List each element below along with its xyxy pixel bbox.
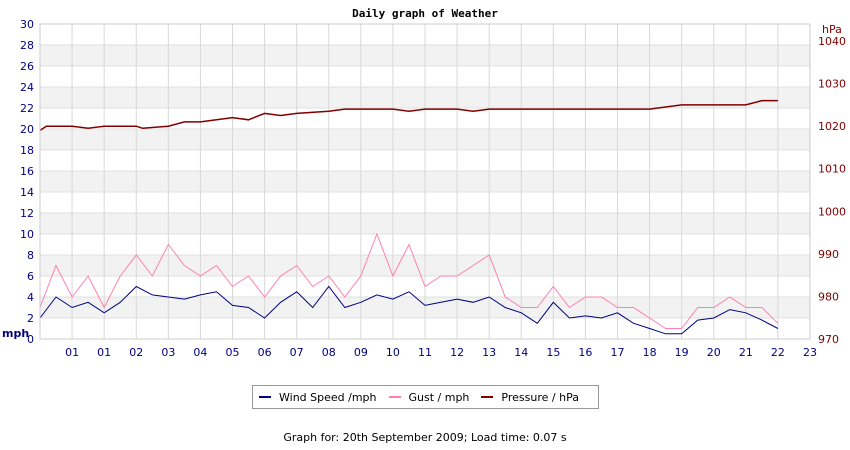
left-tick-label: 22	[20, 102, 34, 115]
legend-swatch-wind-speed	[259, 396, 271, 398]
right-tick-label: 980	[818, 290, 839, 303]
x-tick-label: 21	[739, 346, 753, 359]
series-line-gust	[39, 232, 779, 329]
footer-text: Graph for: 20th September 2009; Load tim…	[283, 431, 567, 444]
series-layer	[39, 99, 779, 335]
x-tick-label: 17	[611, 346, 625, 359]
left-tick-label: 0	[27, 333, 34, 346]
right-tick-label: 1010	[818, 163, 846, 176]
left-tick-label: 6	[27, 270, 34, 283]
right-tick-label: 1030	[818, 78, 846, 91]
legend-swatch-pressure	[481, 396, 494, 398]
left-tick-label: 12	[20, 207, 34, 220]
right-axis-ticks: 970 980 990 1000 1010 1020 1030 1040	[818, 35, 846, 346]
x-tick-label: 08	[322, 346, 336, 359]
series-line-wind-speed	[39, 285, 779, 335]
left-tick-label: 14	[20, 186, 34, 199]
right-tick-label: 1000	[818, 205, 846, 218]
x-tick-label: 15	[546, 346, 560, 359]
legend-label-wind-speed: Wind Speed /mph	[279, 390, 377, 404]
x-tick-label: 16	[578, 346, 592, 359]
legend-item-wind-speed: Wind Speed /mph	[259, 391, 377, 404]
x-tick-label: 05	[226, 346, 240, 359]
left-tick-label: 10	[20, 228, 34, 241]
plot-border	[39, 23, 811, 340]
x-tick-label: 09	[354, 346, 368, 359]
x-tick-label: 14	[514, 346, 528, 359]
x-tick-label: 12	[450, 346, 464, 359]
left-tick-label: 24	[20, 81, 34, 94]
right-tick-label: 1040	[818, 35, 846, 48]
x-tick-label: 03	[161, 346, 175, 359]
left-tick-label: 18	[20, 144, 34, 157]
left-tick-label: 30	[20, 18, 34, 31]
legend-item-gust: Gust / mph	[388, 390, 470, 404]
legend-swatch-gust	[388, 396, 401, 398]
series-line-pressure	[39, 99, 778, 132]
legend-label-gust: Gust / mph	[408, 390, 470, 404]
right-tick-label: 1020	[818, 120, 846, 133]
x-tick-label: 23	[803, 346, 817, 359]
x-tick-label: 04	[193, 346, 207, 359]
x-axis-ticks: 01 01 02 03 04 05 06 07 08 09 10 11 12 13 14 15 16 17 18 19…	[65, 346, 817, 359]
x-tick-label: 10	[386, 346, 400, 359]
x-tick-label: 02	[129, 346, 143, 359]
x-tick-label: 07	[290, 346, 304, 359]
x-tick-label: 06	[258, 346, 272, 359]
left-axis-unit: mph	[2, 327, 29, 340]
left-tick-label: 4	[27, 291, 34, 304]
left-tick-label: 16	[20, 165, 34, 178]
x-tick-label: 01	[65, 346, 79, 359]
left-tick-label: 2	[27, 312, 34, 325]
axes	[39, 23, 811, 340]
chart-title: Daily graph of Weather	[352, 7, 498, 20]
x-tick-label: 18	[643, 346, 657, 359]
x-tick-label: 19	[675, 346, 689, 359]
left-tick-label: 26	[20, 60, 34, 73]
left-tick-label: 8	[27, 249, 34, 262]
left-tick-label: 20	[20, 123, 34, 136]
x-tick-label: 13	[482, 346, 496, 359]
right-axis-unit: hPa	[822, 23, 842, 36]
legend: Wind Speed /mph Gust / mph Pressure / hP…	[252, 385, 599, 409]
x-tick-label: 20	[707, 346, 721, 359]
x-tick-label: 11	[418, 346, 432, 359]
right-tick-label: 990	[818, 248, 839, 261]
legend-item-pressure: Pressure / hPa	[481, 391, 579, 404]
legend-label-pressure: Pressure / hPa	[501, 390, 579, 404]
x-tick-label: 22	[771, 346, 785, 359]
left-tick-label: 28	[20, 39, 34, 52]
x-tick-label: 01	[97, 346, 111, 359]
right-tick-label: 970	[818, 333, 839, 346]
